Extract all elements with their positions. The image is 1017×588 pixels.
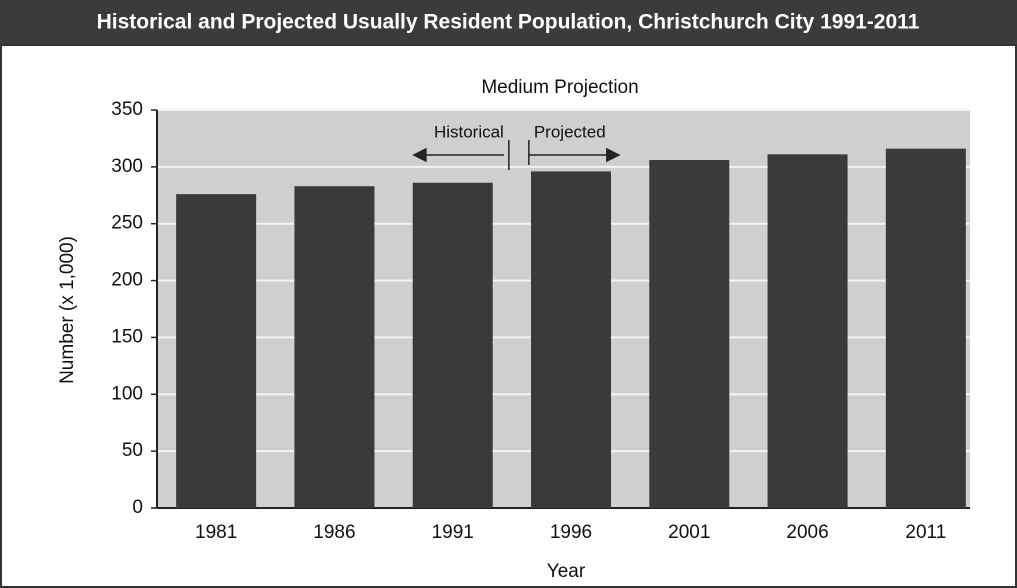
arrow: [528, 147, 621, 163]
x-tick-label: 1981: [195, 522, 237, 543]
bar: [176, 194, 257, 509]
bar: [294, 186, 375, 508]
y-tick-label: 0: [132, 497, 143, 518]
y-tick-label: 250: [111, 213, 143, 234]
bar: [531, 171, 611, 509]
chart-title: Historical and Projected Usually Residen…: [97, 11, 920, 34]
frame: [0, 44, 1017, 588]
bar: [767, 154, 848, 508]
x-tick-label: 1996: [550, 522, 592, 543]
bar: [412, 182, 493, 508]
y-tick-label: 350: [111, 99, 143, 120]
annotation: Historical: [434, 122, 504, 141]
y-tick-label: 50: [122, 440, 143, 461]
arrow: [412, 147, 504, 163]
y-tick-label: 150: [111, 326, 143, 347]
x-tick-label: 1991: [432, 522, 474, 543]
x-tick-label: 2006: [786, 522, 828, 543]
y-tick-label: 200: [111, 270, 143, 291]
y-tick-label: 100: [111, 383, 143, 404]
x-tick-label: 1986: [313, 522, 355, 543]
bar: [885, 148, 966, 509]
y-tick-label: 300: [111, 156, 143, 177]
x-axis-label: Year: [547, 561, 586, 582]
header-bar: [0, 0, 1017, 45]
bar: [649, 160, 730, 508]
x-tick-label: 2001: [668, 522, 710, 543]
x-tick-label: 2011: [905, 522, 946, 543]
annotation: Projected: [534, 122, 606, 141]
chart-subtitle: Medium Projection: [481, 77, 638, 98]
y-axis-label: Number (x 1,000): [57, 236, 78, 384]
